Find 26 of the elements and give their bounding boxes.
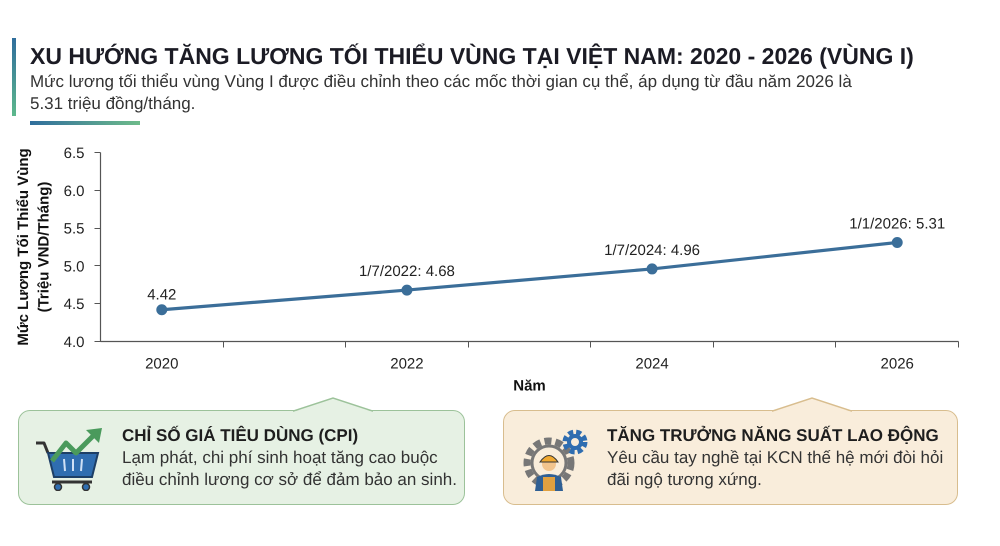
y-tick-label: 4.0 <box>64 334 85 351</box>
chart-subtitle: Mức lương tối thiểu vùng Vùng I được điều chỉnh theo các mốc thời gian cụ thể, áp dụng từ đầu năm 2026 là 5.31 triệu đồng/tháng. <box>30 71 853 115</box>
y-tick-label: 6.0 <box>64 182 85 200</box>
x-tick-label: 2022 <box>390 356 424 372</box>
text: Lạm phát, chi phí sinh hoạt tăng cao buộc điều chỉnh lương cơ sở để đảm bảo an sinh. <box>122 447 458 491</box>
data-label: 1/1/2026: 5.31 <box>849 215 946 232</box>
y-tick-label: 6.5 <box>64 145 85 162</box>
data-label: 1/7/2024: 4.96 <box>604 242 700 259</box>
point <box>156 304 168 316</box>
text: Yêu cầu tay nghề tại KCN thế hệ mới đòi hỏi đãi ngộ tương xứng. <box>607 447 944 491</box>
data-label: 4.42 <box>147 286 176 304</box>
y-tick-label: 5.0 <box>64 258 85 276</box>
data-label: 1/7/2022: 4.68 <box>358 263 455 280</box>
x-tick-label: 2024 <box>635 356 669 372</box>
y-axis-title: Mức Lương Tối Thiểu Vùng (Triệu VND/Tháng) <box>15 148 53 346</box>
text: TĂNG TRƯỞNG NĂNG SUẤT LAO ĐỘNG <box>607 424 939 447</box>
y-tick-label: 4.5 <box>64 296 85 314</box>
x-tick-label: 2026 <box>880 356 914 372</box>
chart-title: XU HƯỚNG TĂNG LƯƠNG TỐI THIỂU VÙNG TẠI VIỆT NAM: 2020 - 2026 (VÙNG I) <box>30 42 914 71</box>
point <box>892 236 903 248</box>
x-axis-title: Năm <box>513 378 546 394</box>
point <box>401 284 412 296</box>
x-tick-label: 2020 <box>145 356 178 372</box>
point <box>646 263 658 274</box>
text: CHỈ SỐ GIÁ TIÊU DÙNG (CPI) <box>122 424 358 447</box>
y-tick-label: 5.5 <box>64 220 85 238</box>
